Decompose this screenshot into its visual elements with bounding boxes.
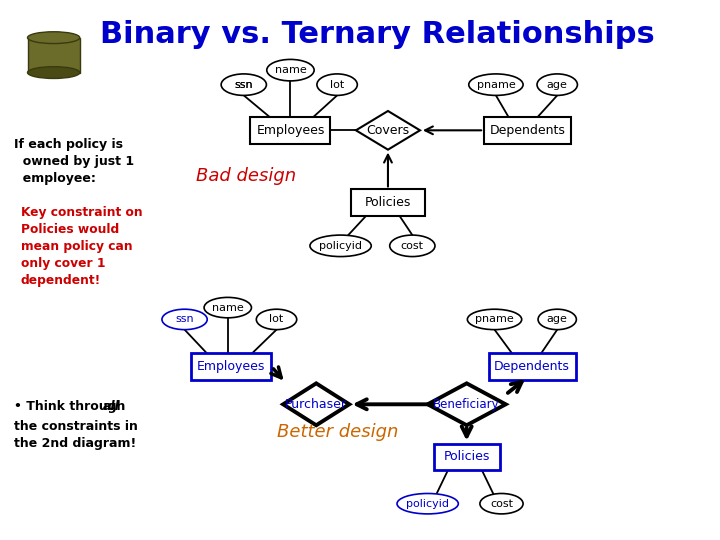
- Ellipse shape: [467, 309, 522, 329]
- Text: the constraints in
the 2nd diagram!: the constraints in the 2nd diagram!: [14, 421, 138, 450]
- Polygon shape: [356, 111, 420, 150]
- Text: Key constraint on
Policies would
mean policy can
only cover 1
dependent!: Key constraint on Policies would mean po…: [21, 206, 143, 287]
- Text: Purchaser: Purchaser: [285, 398, 347, 411]
- Text: Policies: Policies: [365, 197, 411, 210]
- Ellipse shape: [469, 74, 523, 96]
- Text: name: name: [212, 302, 243, 313]
- Text: Bad design: Bad design: [197, 167, 297, 185]
- Ellipse shape: [397, 494, 459, 514]
- Ellipse shape: [317, 74, 357, 96]
- Ellipse shape: [256, 309, 297, 329]
- Text: cost: cost: [401, 241, 424, 251]
- Text: lot: lot: [330, 80, 344, 90]
- Bar: [484, 117, 571, 144]
- Bar: [433, 443, 500, 470]
- Polygon shape: [283, 383, 349, 426]
- Text: cost: cost: [490, 499, 513, 509]
- Bar: [192, 353, 271, 380]
- Ellipse shape: [538, 309, 577, 329]
- Polygon shape: [428, 383, 505, 426]
- Text: age: age: [546, 80, 567, 90]
- Text: Beneficiary: Beneficiary: [433, 398, 500, 411]
- Ellipse shape: [310, 235, 372, 256]
- Ellipse shape: [267, 59, 314, 81]
- Ellipse shape: [27, 32, 80, 44]
- Text: Binary vs. Ternary Relationships: Binary vs. Ternary Relationships: [100, 20, 655, 49]
- Ellipse shape: [480, 494, 523, 514]
- Ellipse shape: [390, 235, 435, 256]
- Bar: [489, 353, 576, 380]
- Ellipse shape: [204, 298, 251, 318]
- Text: Better design: Better design: [276, 423, 398, 441]
- Text: ssn: ssn: [235, 80, 253, 90]
- Text: policyid: policyid: [319, 241, 362, 251]
- Text: Covers: Covers: [366, 124, 410, 137]
- Bar: [27, 38, 80, 72]
- Bar: [251, 117, 330, 144]
- Text: Policies: Policies: [444, 450, 490, 463]
- Ellipse shape: [537, 74, 577, 96]
- Ellipse shape: [27, 66, 80, 78]
- Text: policyid: policyid: [406, 499, 449, 509]
- Text: • Think through: • Think through: [14, 400, 130, 413]
- Text: Employees: Employees: [256, 124, 325, 137]
- Text: pname: pname: [477, 80, 516, 90]
- Text: lot: lot: [269, 314, 284, 325]
- Ellipse shape: [162, 309, 207, 329]
- Text: Dependents: Dependents: [494, 360, 570, 373]
- Bar: [351, 190, 425, 217]
- Text: all: all: [103, 400, 120, 413]
- Text: If each policy is
  owned by just 1
  employee:: If each policy is owned by just 1 employ…: [14, 138, 134, 185]
- Text: pname: pname: [475, 314, 514, 325]
- Ellipse shape: [221, 74, 266, 96]
- Text: age: age: [546, 314, 567, 325]
- Text: name: name: [274, 65, 306, 75]
- Text: Employees: Employees: [197, 360, 266, 373]
- Text: Dependents: Dependents: [490, 124, 565, 137]
- Text: ssn: ssn: [235, 80, 253, 90]
- Text: ssn: ssn: [175, 314, 194, 325]
